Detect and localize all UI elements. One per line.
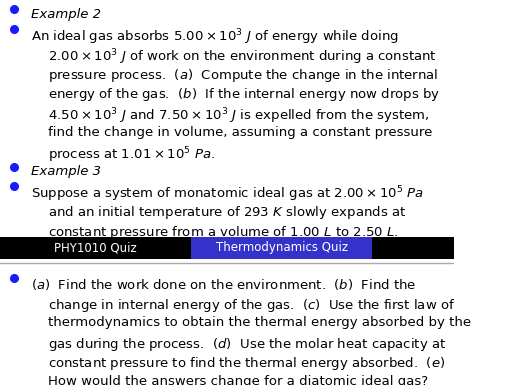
Text: change in internal energy of the gas.  $(c)$  Use the first law of: change in internal energy of the gas. $(… bbox=[48, 296, 455, 313]
Text: pressure process.  $(a)$  Compute the change in the internal: pressure process. $(a)$ Compute the chan… bbox=[48, 67, 438, 84]
Text: Example 2: Example 2 bbox=[31, 8, 101, 21]
FancyBboxPatch shape bbox=[191, 237, 372, 259]
Text: find the change in volume, assuming a constant pressure: find the change in volume, assuming a co… bbox=[48, 126, 432, 139]
Text: thermodynamics to obtain the thermal energy absorbed by the: thermodynamics to obtain the thermal ene… bbox=[48, 316, 471, 329]
Text: $(a)$  Find the work done on the environment.  $(b)$  Find the: $(a)$ Find the work done on the environm… bbox=[31, 277, 416, 292]
Text: Suppose a system of monatomic ideal gas at $2.00 \times 10^5$ $Pa$: Suppose a system of monatomic ideal gas … bbox=[31, 184, 424, 204]
Text: process at $1.01 \times 10^5$ $Pa$.: process at $1.01 \times 10^5$ $Pa$. bbox=[48, 145, 214, 165]
Text: constant pressure to find the thermal energy absorbed.  $(e)$: constant pressure to find the thermal en… bbox=[48, 355, 445, 372]
Text: How would the answers change for a diatomic ideal gas?: How would the answers change for a diato… bbox=[48, 375, 428, 385]
Text: Thermodynamics Quiz: Thermodynamics Quiz bbox=[215, 241, 348, 254]
Text: An ideal gas absorbs $5.00 \times 10^3$ $J$ of energy while doing: An ideal gas absorbs $5.00 \times 10^3$ … bbox=[31, 27, 399, 47]
Text: $4.50 \times 10^3$ $J$ and $7.50 \times 10^3$ $J$ is expelled from the system,: $4.50 \times 10^3$ $J$ and $7.50 \times … bbox=[48, 106, 429, 126]
Text: and an initial temperature of 293 $K$ slowly expands at: and an initial temperature of 293 $K$ sl… bbox=[48, 204, 406, 221]
Text: $2.00 \times 10^3$ $J$ of work on the environment during a constant: $2.00 \times 10^3$ $J$ of work on the en… bbox=[48, 47, 437, 67]
Text: gas during the process.  $(d)$  Use the molar heat capacity at: gas during the process. $(d)$ Use the mo… bbox=[48, 336, 446, 353]
Text: Example 3: Example 3 bbox=[31, 165, 101, 178]
Text: PHY1010 Quiz: PHY1010 Quiz bbox=[54, 241, 137, 254]
Text: energy of the gas.  $(b)$  If the internal energy now drops by: energy of the gas. $(b)$ If the internal… bbox=[48, 86, 440, 104]
Text: constant pressure from a volume of 1.00 $L$ to 2.50 $L$.: constant pressure from a volume of 1.00 … bbox=[48, 224, 398, 241]
FancyBboxPatch shape bbox=[0, 237, 454, 259]
